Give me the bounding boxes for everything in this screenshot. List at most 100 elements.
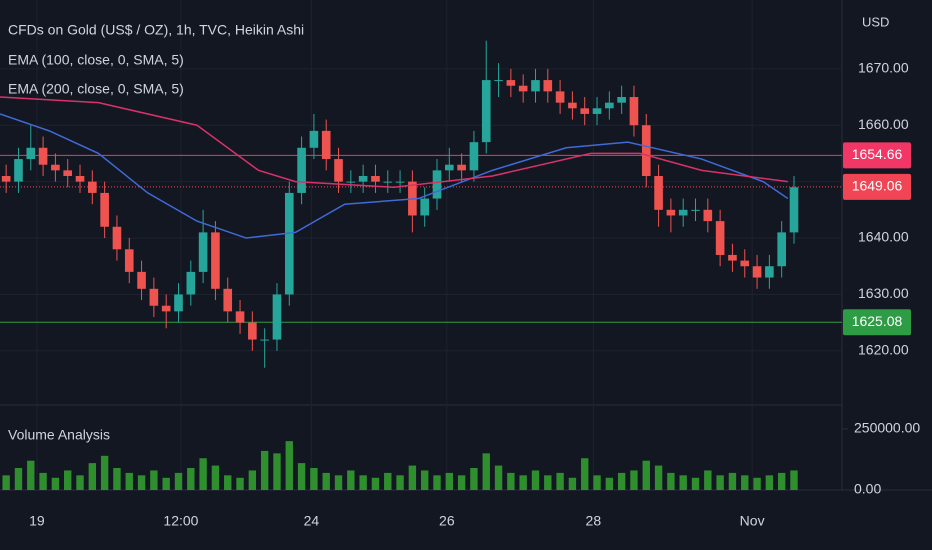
y-tick-label: 1630.00 [858, 285, 909, 301]
y-axis-label: USD [862, 14, 889, 29]
candle-body [728, 254, 737, 261]
candle-body [506, 80, 516, 86]
volume-bar [482, 453, 490, 490]
candle-body [789, 187, 799, 233]
x-tick-label: Nov [740, 513, 765, 529]
candle-body [321, 130, 331, 160]
volume-bar [556, 472, 564, 490]
volume-bar [310, 468, 318, 490]
y-tick-label: 1620.00 [858, 342, 909, 358]
candle-body [592, 108, 602, 114]
candle-body [752, 266, 762, 278]
volume-bar [125, 472, 133, 490]
price-label: 1649.06 [852, 178, 903, 194]
volume-bar [457, 475, 466, 490]
volume-bar [679, 475, 687, 490]
volume-bar [224, 475, 232, 490]
volume-bar [39, 472, 47, 490]
candle-body [137, 271, 146, 289]
candle-body [777, 232, 786, 267]
volume-title: Volume Analysis [8, 427, 110, 443]
marks [0, 40, 842, 490]
candle-body [309, 130, 319, 148]
volume-bar [248, 470, 257, 490]
candle-body [543, 80, 553, 92]
price-label-box [843, 142, 911, 169]
candle-body [445, 164, 454, 171]
candle-body [223, 288, 233, 312]
volume-bar [765, 475, 774, 490]
volume-bar [347, 470, 355, 490]
volume-bar [630, 470, 638, 490]
candle-body [715, 221, 725, 255]
candle-body [420, 198, 430, 216]
volume-bar [2, 475, 10, 490]
volume-bar [568, 477, 577, 490]
candle-body [260, 339, 269, 341]
candle-body [457, 164, 466, 171]
candle-body [740, 260, 750, 267]
labels: CFDs on Gold (US$ / OZ), 1h, TVC, Heikin… [8, 14, 920, 528]
candle-body [235, 311, 245, 323]
candle-body [149, 288, 159, 306]
candle-body [666, 209, 676, 216]
volume-bar [753, 477, 761, 490]
volume-bar [654, 465, 663, 490]
volume-bar [704, 470, 712, 490]
candle-body [174, 294, 183, 312]
candle-body [371, 175, 380, 182]
candle-body [383, 181, 393, 183]
candle-body [63, 170, 73, 176]
volume-bar [507, 472, 515, 490]
volume-bar [371, 477, 380, 490]
candle-body [124, 249, 134, 272]
candle-body [248, 322, 257, 340]
volume-bar [174, 472, 183, 490]
volume-bar [199, 458, 207, 490]
volume-bar [605, 477, 614, 490]
candle-body [346, 181, 356, 183]
volume-bar [777, 472, 786, 490]
candle-body [75, 175, 85, 182]
candle-body [568, 102, 577, 109]
candle-body [641, 125, 651, 176]
volume-bar [236, 477, 244, 490]
volume-bar [14, 468, 23, 490]
volume-bar [211, 465, 220, 490]
candle-body [334, 159, 343, 182]
candle-body [629, 97, 639, 126]
candle-body [617, 97, 626, 103]
volume-bar [359, 475, 367, 490]
grid [0, 0, 848, 491]
candle-body [678, 209, 688, 216]
candle-body [272, 294, 282, 340]
candle-body [605, 102, 614, 109]
volume-bar [790, 470, 798, 490]
volume-bar [519, 475, 527, 490]
volume-bar [162, 477, 170, 490]
candle-body [654, 175, 663, 210]
candle-body [580, 108, 590, 114]
volume-bar [470, 468, 478, 490]
volume-bar [667, 472, 675, 490]
x-tick-label: 26 [439, 513, 455, 529]
y-tick-label: 1640.00 [858, 229, 909, 245]
legend-entry: EMA (200, close, 0, SMA, 5) [8, 81, 184, 97]
candle-body [211, 232, 220, 289]
y-tick-label: 1670.00 [858, 60, 909, 76]
price-label: 1625.08 [852, 313, 903, 329]
candle-body [555, 91, 565, 103]
candle-body [38, 147, 48, 165]
candle-body [691, 209, 700, 211]
candle-body [100, 192, 109, 227]
price-label: 1654.66 [852, 146, 903, 162]
volume-bar [150, 470, 158, 490]
volume-bar [544, 475, 552, 490]
volume-bar [51, 477, 60, 490]
volume-bar [433, 475, 441, 490]
volume-bar [297, 463, 306, 490]
price-label-box [843, 173, 911, 200]
candle-body [88, 181, 97, 193]
volume-bar [531, 470, 540, 490]
